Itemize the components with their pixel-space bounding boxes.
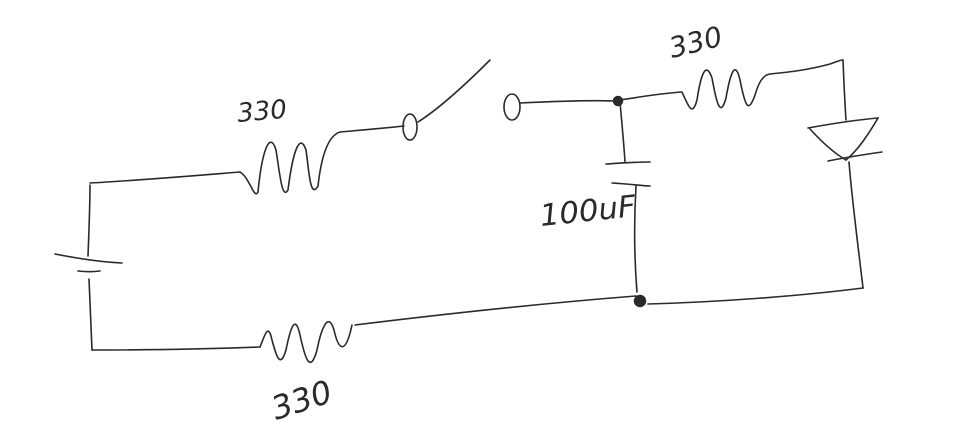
resistor-bottom <box>259 321 353 364</box>
resistor-top-left <box>239 125 405 195</box>
resistor-top-right <box>619 59 844 110</box>
capacitor-symbol <box>605 101 651 293</box>
junction-node-top <box>612 95 624 107</box>
battery-symbol <box>54 253 123 273</box>
led-symbol <box>807 59 883 289</box>
label-resistor-bottom: 330 <box>267 373 337 428</box>
junction-node-bottom <box>633 294 647 308</box>
label-resistor-top-left: 330 <box>236 95 288 129</box>
wire-left <box>87 171 261 351</box>
switch-symbol <box>402 59 617 141</box>
label-resistor-top-right: 330 <box>666 20 726 65</box>
wire-bottom <box>354 287 864 326</box>
label-capacitor: 100uF <box>538 189 638 234</box>
